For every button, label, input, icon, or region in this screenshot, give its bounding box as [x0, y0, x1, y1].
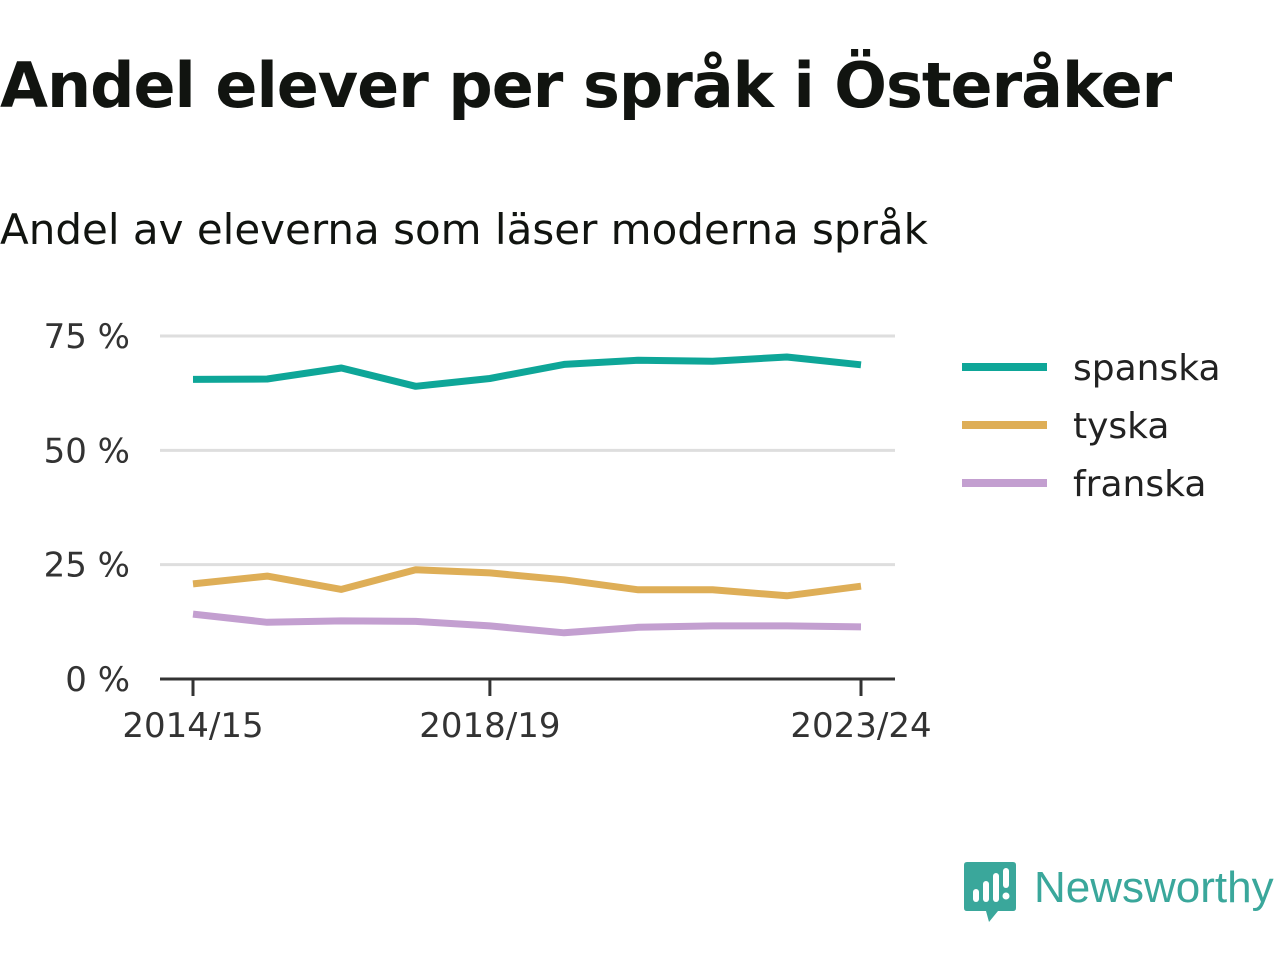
legend-label-spanska: spanska [1073, 348, 1221, 389]
y-tick-label: 0 % [65, 660, 130, 700]
newsworthy-logo-icon [964, 862, 1016, 922]
y-tick-label: 25 % [44, 546, 130, 586]
legend-label-franska: franska [1073, 464, 1206, 505]
chart-title: Andel elever per språk i Österåker [0, 49, 1172, 122]
legend-label-tyska: tyska [1073, 406, 1169, 447]
axes: 0 % 25 % 50 % 75 % 2014/15 2018/19 2023/24 [44, 317, 932, 746]
chart-subtitle: Andel av eleverna som läser moderna språ… [0, 205, 928, 254]
x-tick-label: 2018/19 [419, 706, 560, 746]
gridlines [160, 334, 895, 567]
legend: spanska tyska franska [962, 348, 1221, 505]
x-tick-label: 2014/15 [122, 706, 263, 746]
brand-name: Newsworthy [1034, 863, 1274, 912]
series-line-tyska [192, 566, 862, 600]
brand-logo: Newsworthy [964, 862, 1274, 926]
series-line-spanska [192, 353, 862, 390]
y-tick-label: 50 % [44, 431, 130, 471]
x-tick-label: 2023/24 [790, 706, 931, 746]
y-tick-label: 75 % [44, 317, 130, 357]
series-line-franska [192, 610, 862, 637]
series-lines [192, 353, 862, 637]
